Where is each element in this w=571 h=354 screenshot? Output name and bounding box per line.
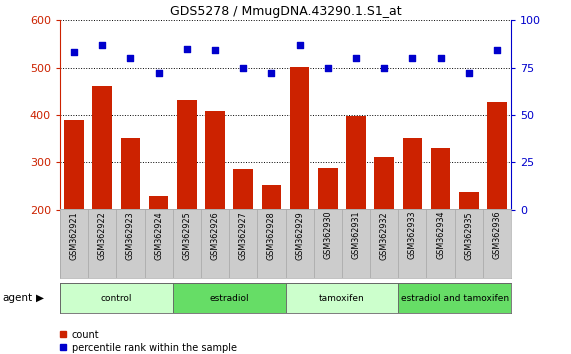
Text: GSM362936: GSM362936 xyxy=(492,211,501,259)
Bar xyxy=(120,138,140,210)
Bar xyxy=(93,86,112,210)
Bar xyxy=(399,283,511,313)
Point xyxy=(98,42,107,48)
Text: GSM362930: GSM362930 xyxy=(323,211,332,259)
Bar xyxy=(403,138,422,210)
Point xyxy=(492,48,501,53)
Bar xyxy=(173,283,286,313)
Text: GSM362927: GSM362927 xyxy=(239,211,248,260)
Point xyxy=(154,70,163,76)
Point xyxy=(323,65,332,70)
Bar xyxy=(286,283,399,313)
Bar xyxy=(201,209,229,278)
Bar xyxy=(483,209,511,278)
Bar xyxy=(375,156,394,210)
Text: estradiol and tamoxifen: estradiol and tamoxifen xyxy=(401,294,509,303)
Bar xyxy=(455,209,483,278)
Point xyxy=(408,55,417,61)
Text: GSM362935: GSM362935 xyxy=(464,211,473,259)
Text: GSM362922: GSM362922 xyxy=(98,211,107,260)
Point xyxy=(70,50,79,55)
Point xyxy=(464,70,473,76)
Bar xyxy=(205,111,225,210)
Point xyxy=(436,55,445,61)
Point xyxy=(211,48,220,53)
Text: agent: agent xyxy=(3,293,33,303)
Bar xyxy=(313,209,342,278)
Text: GSM362929: GSM362929 xyxy=(295,211,304,260)
Bar xyxy=(427,209,455,278)
Bar xyxy=(346,116,366,210)
Text: tamoxifen: tamoxifen xyxy=(319,294,365,303)
Bar xyxy=(286,209,313,278)
Point xyxy=(351,55,360,61)
Title: GDS5278 / MmugDNA.43290.1.S1_at: GDS5278 / MmugDNA.43290.1.S1_at xyxy=(170,5,401,18)
Bar xyxy=(173,209,201,278)
Text: GSM362924: GSM362924 xyxy=(154,211,163,259)
Point xyxy=(295,42,304,48)
Point xyxy=(126,55,135,61)
Text: GSM362923: GSM362923 xyxy=(126,211,135,259)
Bar xyxy=(116,209,144,278)
Bar xyxy=(399,209,427,278)
Point xyxy=(267,70,276,76)
Bar xyxy=(60,209,88,278)
Text: GSM362934: GSM362934 xyxy=(436,211,445,259)
Bar xyxy=(144,209,173,278)
Bar xyxy=(177,100,196,210)
Text: ▶: ▶ xyxy=(36,293,44,303)
Text: GSM362926: GSM362926 xyxy=(211,211,219,259)
Text: GSM362933: GSM362933 xyxy=(408,211,417,259)
Bar xyxy=(234,169,253,210)
Bar xyxy=(487,102,507,210)
Bar xyxy=(342,209,370,278)
Bar xyxy=(289,67,309,210)
Point xyxy=(182,46,191,51)
Text: estradiol: estradiol xyxy=(210,294,249,303)
Bar xyxy=(431,148,451,210)
Text: GSM362931: GSM362931 xyxy=(352,211,360,259)
Bar xyxy=(459,192,478,210)
Text: GSM362928: GSM362928 xyxy=(267,211,276,259)
Legend: count, percentile rank within the sample: count, percentile rank within the sample xyxy=(59,330,237,353)
Bar xyxy=(64,120,84,210)
Text: GSM362925: GSM362925 xyxy=(182,211,191,260)
Text: control: control xyxy=(100,294,132,303)
Point xyxy=(239,65,248,70)
Bar xyxy=(60,283,173,313)
Bar xyxy=(88,209,116,278)
Bar xyxy=(258,209,286,278)
Bar xyxy=(370,209,399,278)
Bar xyxy=(318,168,337,210)
Text: GSM362921: GSM362921 xyxy=(70,211,79,259)
Point xyxy=(380,65,389,70)
Bar xyxy=(262,185,282,210)
Bar xyxy=(149,196,168,210)
Text: GSM362932: GSM362932 xyxy=(380,211,389,259)
Bar xyxy=(229,209,258,278)
